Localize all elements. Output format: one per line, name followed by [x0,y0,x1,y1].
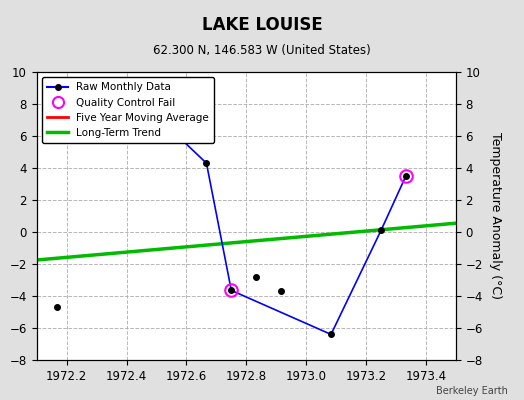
Text: Berkeley Earth: Berkeley Earth [436,386,508,396]
Legend: Raw Monthly Data, Quality Control Fail, Five Year Moving Average, Long-Term Tren: Raw Monthly Data, Quality Control Fail, … [42,77,214,143]
Y-axis label: Temperature Anomaly (°C): Temperature Anomaly (°C) [488,132,501,300]
Text: LAKE LOUISE: LAKE LOUISE [202,16,322,34]
Text: 62.300 N, 146.583 W (United States): 62.300 N, 146.583 W (United States) [153,44,371,57]
